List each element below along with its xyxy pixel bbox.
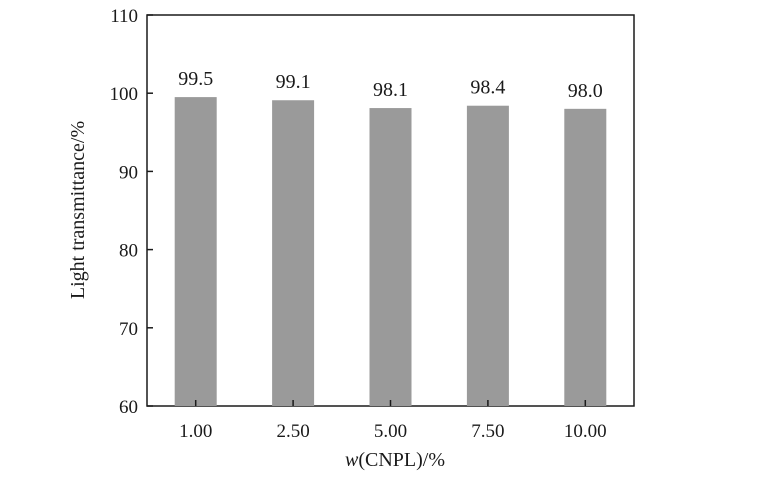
x-axis-title-italic: w — [345, 449, 359, 471]
y-tick-label: 80 — [119, 241, 138, 262]
data-labels-group: 99.5 99.1 98.1 98.4 98.0 — [178, 68, 603, 102]
bar-7.50 — [466, 105, 509, 406]
y-tick-label: 110 — [110, 6, 138, 27]
data-label: 98.0 — [568, 80, 603, 102]
data-label: 98.1 — [373, 79, 408, 101]
bar-5.00 — [369, 108, 412, 407]
data-label: 99.5 — [178, 68, 213, 90]
y-tick-label: 90 — [119, 162, 138, 183]
bars-group — [174, 97, 607, 407]
y-tick-label: 60 — [119, 397, 138, 418]
y-axis-title: Light transmittance/% — [67, 121, 89, 299]
x-tick-label: 2.50 — [276, 421, 309, 442]
data-label: 98.4 — [470, 77, 505, 99]
y-tick-label: 100 — [110, 84, 139, 105]
y-tick-label: 70 — [119, 319, 138, 340]
x-tick-label: 1.00 — [179, 421, 212, 442]
bar-10.00 — [564, 108, 607, 406]
x-tick-label: 10.00 — [564, 421, 607, 442]
x-axis-title: w(CNPL)/% — [345, 449, 445, 471]
x-axis-title-rest: (CNPL)/% — [358, 449, 445, 471]
bar-1.00 — [174, 97, 217, 407]
x-ticks-group: 1.00 2.50 5.00 7.50 10.00 — [179, 400, 607, 442]
x-tick-label: 5.00 — [374, 421, 407, 442]
y-ticks-group: 60 70 80 90 100 110 — [110, 6, 153, 418]
data-label: 99.1 — [276, 71, 311, 93]
x-tick-label: 7.50 — [471, 421, 504, 442]
bar-2.50 — [272, 100, 315, 406]
